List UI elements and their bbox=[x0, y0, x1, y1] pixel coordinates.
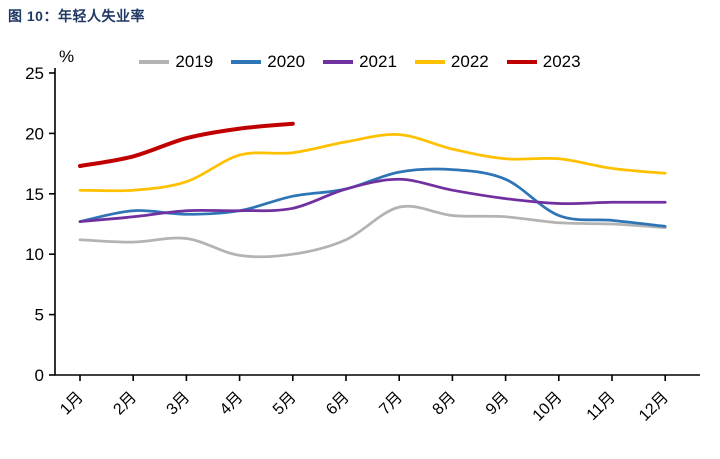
figure-title: 图 10：年轻人失业率 bbox=[8, 8, 145, 24]
chart-axes bbox=[54, 68, 700, 376]
series-line-2019 bbox=[78, 204, 667, 259]
y-axis-unit-label: % bbox=[59, 47, 74, 66]
x-tick-label: 10月 bbox=[530, 389, 566, 425]
legend-item-2019: 2019 bbox=[139, 52, 213, 72]
legend-label-2022: 2022 bbox=[450, 52, 489, 71]
y-tick-label: 15 bbox=[25, 185, 44, 204]
x-tick-label: 1月 bbox=[57, 389, 87, 419]
x-tick-label: 2月 bbox=[110, 389, 140, 419]
chart-legend: 2019 2020 2021 2022 2023 bbox=[0, 52, 720, 72]
legend-item-2021: 2021 bbox=[323, 52, 397, 72]
x-tick-label: 12月 bbox=[636, 389, 672, 425]
legend-swatch-2021 bbox=[323, 60, 354, 64]
legend-item-2022: 2022 bbox=[414, 52, 489, 72]
x-tick-label: 6月 bbox=[323, 389, 353, 419]
legend-label-2021: 2021 bbox=[359, 52, 397, 71]
x-tick-label: 9月 bbox=[483, 389, 513, 419]
series-line-2020 bbox=[78, 167, 667, 228]
series-line-2022 bbox=[78, 133, 667, 193]
legend-swatch-2019 bbox=[139, 60, 170, 64]
x-tick-label: 4月 bbox=[217, 389, 247, 419]
legend-item-2020: 2020 bbox=[231, 52, 305, 72]
series-line-2023 bbox=[78, 121, 295, 168]
legend-label-2019: 2019 bbox=[175, 52, 214, 71]
x-tick-label: 7月 bbox=[376, 389, 406, 419]
x-tick-label: 5月 bbox=[270, 389, 300, 419]
x-tick-label: 8月 bbox=[430, 389, 460, 419]
y-tick-label: 5 bbox=[35, 306, 44, 325]
legend-label-2020: 2020 bbox=[267, 52, 306, 71]
y-tick-label: 0 bbox=[35, 366, 44, 385]
y-tick-label: 25 bbox=[25, 64, 44, 83]
legend-item-2023: 2023 bbox=[506, 52, 581, 72]
x-tick-label: 3月 bbox=[164, 389, 194, 419]
legend-label-2023: 2023 bbox=[542, 52, 581, 71]
x-tick-label: 11月 bbox=[584, 389, 619, 424]
y-tick-label: 20 bbox=[25, 124, 44, 143]
legend-swatch-2020 bbox=[231, 60, 262, 64]
legend-swatch-2023 bbox=[506, 60, 537, 64]
series-line-2021 bbox=[78, 177, 667, 223]
legend-swatch-2022 bbox=[414, 60, 445, 64]
y-tick-label: 10 bbox=[25, 245, 44, 264]
